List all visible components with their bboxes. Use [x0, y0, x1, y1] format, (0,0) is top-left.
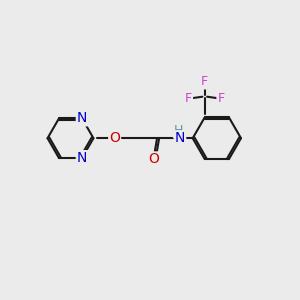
Text: H: H — [174, 124, 183, 137]
Text: N: N — [175, 131, 185, 145]
Text: F: F — [201, 76, 208, 88]
Text: N: N — [77, 111, 87, 125]
Text: O: O — [149, 152, 160, 167]
Text: F: F — [185, 92, 192, 105]
Text: O: O — [109, 131, 120, 145]
Text: N: N — [77, 151, 87, 165]
Text: F: F — [218, 92, 224, 105]
